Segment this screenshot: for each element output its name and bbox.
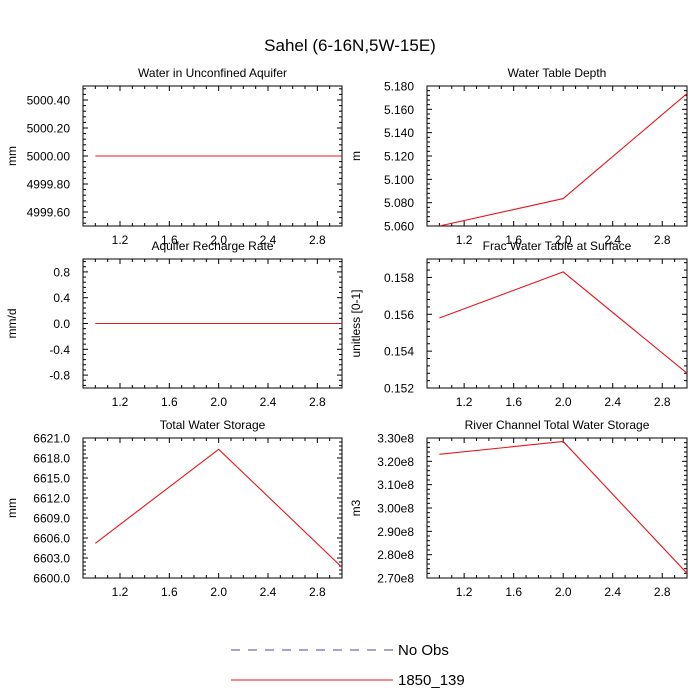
y-tick-label: 6609.0 [33,512,70,526]
x-tick-label: 2.8 [654,233,671,247]
y-tick-label: 6603.0 [33,552,70,566]
y-tick-label: 6618.0 [33,452,70,466]
x-tick-label: 1.2 [112,585,129,599]
x-tick-label: 1.2 [112,233,129,247]
y-tick-label: -0.8 [49,369,70,383]
series-line-1850-139 [439,440,687,574]
legend-label-no-obs: No Obs [398,642,449,659]
x-tick-label: 2.0 [555,585,572,599]
plot-frame [426,437,688,579]
plot-frame [426,258,688,389]
y-tick-label: 5.100 [384,173,414,187]
y-tick-label: 2.70e8 [377,572,414,586]
x-tick-label: 1.6 [505,233,522,247]
panel-title: Total Water Storage [160,418,266,432]
x-tick-label: 2.8 [654,395,671,409]
series-line-1850-139 [439,271,687,374]
x-tick-label: 2.4 [604,233,621,247]
x-tick-label: 2.0 [210,233,227,247]
y-tick-label: -0.4 [49,343,70,357]
panel-1: Water in Unconfined Aquifer mm 1.2 1.6 2.0 2.… [5,66,343,247]
x-tick-label: 2.0 [555,395,572,409]
y-tick-label: 3.10e8 [377,478,414,492]
y-tick-label: 4999.80 [27,178,71,192]
panel-5: Total Water Storage mm 1.2 1.6 2.0 2.4 2.8 6600… [5,418,343,599]
y-tick-label: 0.156 [384,308,414,322]
y-tick-label: 2.80e8 [377,548,414,562]
y-tick-label: 4999.60 [27,206,71,220]
y-axis-label: mm [5,146,19,166]
y-tick-label: 3.00e8 [377,502,414,516]
panel-2: Water Table Depth m 1.2 1.6 2.0 2.4 2.8 5.060 5.… [349,66,688,247]
y-tick-label: 5.060 [384,220,414,234]
panel-title: Frac Water Table at Surface [483,239,632,253]
figure-title: Sahel (6-16N,5W-15E) [264,36,436,55]
series-line-1850-139 [94,448,342,568]
y-tick-label: 5.180 [384,80,414,94]
y-tick-label: 5.120 [384,150,414,164]
x-tick-label: 2.8 [309,395,326,409]
y-axis-label: mm/d [5,309,19,339]
plot-frame [426,85,688,227]
y-tick-label: 0.154 [384,345,414,359]
x-tick-label: 2.4 [604,585,621,599]
legend-label-1850-139: 1850_139 [398,672,465,689]
x-tick-label: 2.8 [309,585,326,599]
y-axis-label: unitless [0-1] [349,289,363,357]
x-tick-label: 2.4 [260,233,277,247]
y-tick-label: 5.160 [384,103,414,117]
panel-title: Aquifer Recharge Rate [151,239,273,253]
x-tick-label: 2.0 [210,395,227,409]
y-tick-label: 5.140 [384,126,414,140]
y-tick-label: 2.90e8 [377,525,414,539]
series-line-1850-139 [439,93,687,226]
legend: No Obs 1850_139 [231,642,465,689]
y-axis-label: mm [5,498,19,518]
panel-title: River Channel Total Water Storage [465,418,650,432]
y-tick-label: 0.8 [53,265,70,279]
x-tick-label: 1.6 [505,395,522,409]
x-tick-label: 2.4 [260,585,277,599]
plot-frame [82,437,343,579]
panel-6: River Channel Total Water Storage m3 1.2 1.… [349,418,688,599]
panel-4: Frac Water Table at Surface unitless [0-1… [349,239,688,409]
y-tick-label: 0.0 [53,317,70,331]
x-tick-label: 2.4 [604,395,621,409]
x-tick-label: 1.6 [161,585,178,599]
x-tick-label: 1.2 [456,585,473,599]
y-tick-label: 0.4 [53,291,70,305]
y-tick-label: 5000.20 [27,122,71,136]
y-tick-label: 6612.0 [33,492,70,506]
x-tick-label: 2.0 [210,585,227,599]
y-tick-label: 6615.0 [33,472,70,486]
x-tick-label: 1.6 [161,233,178,247]
x-tick-label: 2.8 [654,585,671,599]
y-tick-label: 0.158 [384,271,414,285]
y-tick-label: 5000.40 [27,94,71,108]
x-tick-label: 1.2 [112,395,129,409]
y-tick-label: 3.30e8 [377,432,414,446]
y-tick-label: 0.152 [384,382,414,396]
y-tick-label: 5.080 [384,196,414,210]
y-tick-label: 6600.0 [33,572,70,586]
x-tick-label: 2.0 [555,233,572,247]
x-tick-label: 2.4 [260,395,277,409]
y-tick-label: 6606.0 [33,532,70,546]
x-tick-label: 1.2 [456,233,473,247]
y-tick-label: 5000.00 [27,150,71,164]
x-tick-label: 1.6 [505,585,522,599]
y-axis-label: m [349,151,363,161]
y-tick-label: 3.20e8 [377,455,414,469]
x-tick-label: 1.2 [456,395,473,409]
x-tick-label: 2.8 [309,233,326,247]
y-tick-label: 6621.0 [33,432,70,446]
panel-3: Aquifer Recharge Rate mm/d 1.2 1.6 2.0 2.4 2.8… [5,239,343,409]
y-axis-label: m3 [349,499,363,516]
panel-title: Water in Unconfined Aquifer [138,66,287,80]
panel-title: Water Table Depth [508,66,607,80]
x-tick-label: 1.6 [161,395,178,409]
